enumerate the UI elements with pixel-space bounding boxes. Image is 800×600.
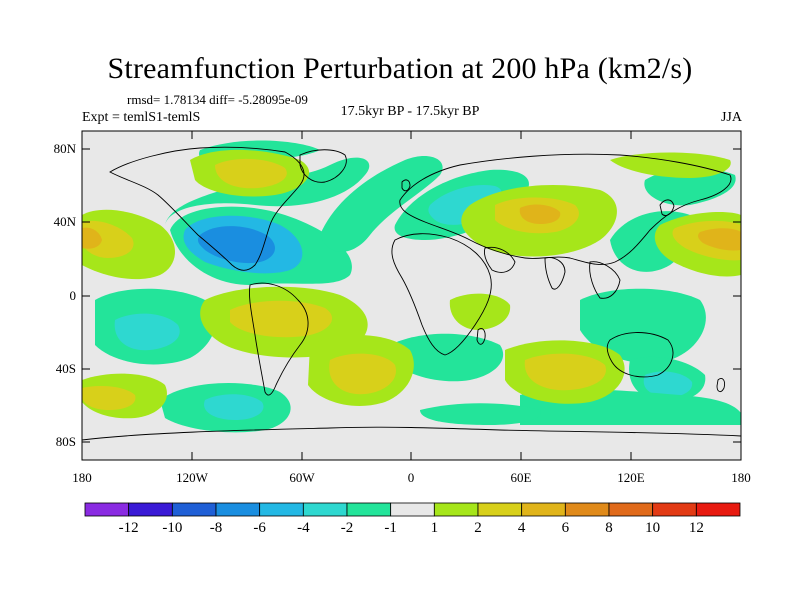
- period-label: 17.5kyr BP - 17.5kyr BP: [340, 104, 480, 119]
- contour-neg-sw-atlantic-core: [204, 394, 264, 420]
- experiment-label: Expt = temlS1-temlS: [82, 110, 201, 125]
- lon-label-180w: 180: [72, 470, 92, 485]
- contour-pos-south-pacific-core: [82, 386, 136, 410]
- contour-pos-central-asia-max: [519, 204, 561, 224]
- lat-label-40n: 40N: [53, 214, 76, 229]
- lon-label-120e: 120E: [617, 470, 645, 485]
- lon-label-120w: 120W: [176, 470, 208, 485]
- lat-label-0: 0: [69, 288, 77, 303]
- colorbar-label: -1: [384, 520, 397, 536]
- coast-arabia: [483, 246, 516, 273]
- colorbar-label: -2: [340, 520, 354, 536]
- colorbar-box: [695, 502, 741, 517]
- coast-australia: [606, 332, 674, 378]
- coast-japan: [659, 199, 675, 217]
- contour-pos-south-indian-core: [524, 353, 606, 391]
- colorbar-label: -4: [297, 520, 310, 536]
- contour-neg-se-pacific-2: [114, 313, 180, 351]
- lat-ticks: [82, 148, 741, 443]
- colorbar-box: [390, 502, 435, 517]
- colorbar-label: 8: [605, 520, 613, 536]
- coastlines: [82, 146, 741, 441]
- contour-pos-north-america-core: [215, 158, 287, 189]
- colorbar-box: [346, 502, 392, 517]
- contour-pos-tropical-africa: [449, 293, 511, 330]
- colorbar-box: [608, 502, 654, 517]
- colorbar: [84, 502, 741, 517]
- coast-greenland: [299, 149, 347, 183]
- contour-field: [82, 140, 741, 433]
- colorbar-box: [477, 502, 523, 517]
- colorbar-box: [521, 502, 566, 517]
- coast-south-america: [249, 282, 309, 396]
- colorbar-label: 1: [430, 520, 439, 536]
- colorbar-box: [564, 502, 610, 517]
- coast-southeast-asia: [589, 261, 621, 299]
- contour-pos-west-pacific-max: [82, 227, 102, 249]
- colorbar-label: -6: [253, 520, 266, 536]
- colorbar-box: [652, 502, 697, 517]
- contour-pos-west-pacific-core: [82, 220, 134, 258]
- colorbar-label: 6: [561, 520, 570, 536]
- colorbar-label: -8: [209, 520, 223, 536]
- colorbar-box: [215, 502, 261, 517]
- colorbar-box: [128, 502, 173, 517]
- contour-neg-americas-3: [197, 226, 275, 264]
- stats-line: rmsd= 1.78134 diff= -5.28095e-09: [127, 92, 308, 107]
- contour-pos-east-pacific-max: [698, 228, 741, 251]
- contour-neg-southern-core: [420, 403, 541, 425]
- contour-neg-atlantic-ridge: [320, 155, 443, 252]
- colorbar-label: 4: [517, 520, 526, 536]
- coast-europe-asia: [399, 153, 732, 265]
- lon-label-60w: 60W: [289, 470, 315, 485]
- colorbar-label: 2: [474, 520, 482, 536]
- season-label: JJA: [720, 110, 742, 125]
- contour-pos-south-atlantic-core: [329, 353, 396, 395]
- colorbar-box: [259, 502, 304, 517]
- coast-north-america: [109, 146, 305, 271]
- contour-pos-east-asia: [610, 152, 731, 178]
- lat-label-80s: 80S: [55, 434, 76, 449]
- colorbar-label: -12: [118, 520, 139, 536]
- contour-neg-indian-ocean: [580, 288, 706, 364]
- colorbar-box: [433, 502, 479, 517]
- map-title: Streamfunction Perturbation at 200 hPa (…: [107, 52, 693, 85]
- coast-india: [544, 257, 566, 290]
- lon-ticks: [81, 131, 742, 460]
- lon-label-180e: 180: [731, 470, 751, 485]
- contour-neg-indian-ocean-3: [643, 371, 693, 398]
- colorbar-label: -10: [162, 520, 183, 536]
- lat-label-40s: 40S: [55, 361, 76, 376]
- lon-label-0: 0: [407, 470, 415, 485]
- coast-uk: [401, 179, 411, 192]
- contour-pos-south-america-core: [230, 300, 333, 338]
- coast-africa: [391, 233, 492, 356]
- colorbar-label: 12: [688, 520, 704, 536]
- colorbar-box: [302, 502, 348, 517]
- colorbar-box: [84, 502, 130, 517]
- contour-neg-southern-band: [390, 333, 504, 382]
- lat-label-80n: 80N: [53, 141, 76, 156]
- coast-madagascar: [476, 327, 486, 345]
- colorbar-box: [171, 502, 217, 517]
- coast-new-zealand: [716, 377, 725, 393]
- colorbar-label: 10: [645, 520, 661, 536]
- lon-label-60e: 60E: [510, 470, 532, 485]
- coast-antarctica: [82, 426, 741, 441]
